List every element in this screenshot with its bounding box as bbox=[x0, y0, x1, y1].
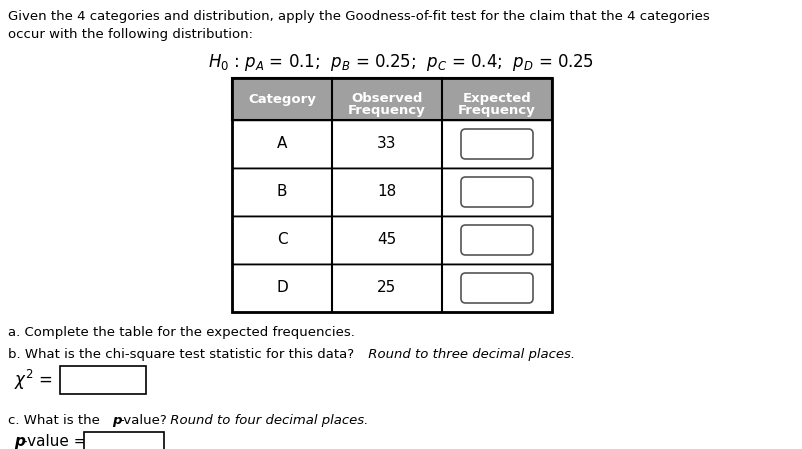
Text: $\chi^2$ =: $\chi^2$ = bbox=[14, 368, 53, 392]
Bar bbox=[232, 78, 552, 120]
Text: -value?: -value? bbox=[119, 414, 167, 427]
Bar bbox=[232, 216, 552, 264]
Text: b. What is the chi-square test statistic for this data?: b. What is the chi-square test statistic… bbox=[8, 348, 354, 361]
Bar bbox=[232, 120, 552, 168]
Text: a. Complete the table for the expected frequencies.: a. Complete the table for the expected f… bbox=[8, 326, 354, 339]
Text: p: p bbox=[112, 414, 121, 427]
Text: D: D bbox=[276, 281, 288, 295]
FancyBboxPatch shape bbox=[461, 273, 533, 303]
Text: Expected: Expected bbox=[463, 92, 532, 105]
Text: c. What is the: c. What is the bbox=[8, 414, 104, 427]
Text: $H_0$ : $p_A$ = 0.1;  $p_B$ = 0.25;  $p_C$ = 0.4;  $p_D$ = 0.25: $H_0$ : $p_A$ = 0.1; $p_B$ = 0.25; $p_C$… bbox=[208, 52, 594, 73]
Text: occur with the following distribution:: occur with the following distribution: bbox=[8, 28, 253, 41]
Text: B: B bbox=[277, 185, 287, 199]
FancyBboxPatch shape bbox=[461, 225, 533, 255]
Bar bbox=[84, 432, 164, 449]
Text: 25: 25 bbox=[378, 281, 397, 295]
FancyBboxPatch shape bbox=[461, 129, 533, 159]
Text: A: A bbox=[277, 136, 287, 151]
Text: 18: 18 bbox=[378, 185, 397, 199]
Text: C: C bbox=[277, 233, 287, 247]
Text: Given the 4 categories and distribution, apply the Goodness-of-fit test for the : Given the 4 categories and distribution,… bbox=[8, 10, 710, 23]
Text: Round to four decimal places.: Round to four decimal places. bbox=[166, 414, 368, 427]
Text: Category: Category bbox=[248, 92, 316, 106]
Text: Observed: Observed bbox=[351, 92, 423, 105]
Bar bbox=[232, 264, 552, 312]
Bar bbox=[232, 168, 552, 216]
Text: -value =: -value = bbox=[22, 434, 87, 449]
Bar bbox=[60, 366, 146, 394]
Text: 45: 45 bbox=[378, 233, 397, 247]
FancyBboxPatch shape bbox=[461, 177, 533, 207]
Text: 33: 33 bbox=[377, 136, 397, 151]
Text: Round to three decimal places.: Round to three decimal places. bbox=[364, 348, 575, 361]
Bar bbox=[232, 78, 552, 312]
Text: Frequency: Frequency bbox=[348, 104, 426, 117]
Text: p: p bbox=[14, 434, 25, 449]
Text: Frequency: Frequency bbox=[458, 104, 536, 117]
